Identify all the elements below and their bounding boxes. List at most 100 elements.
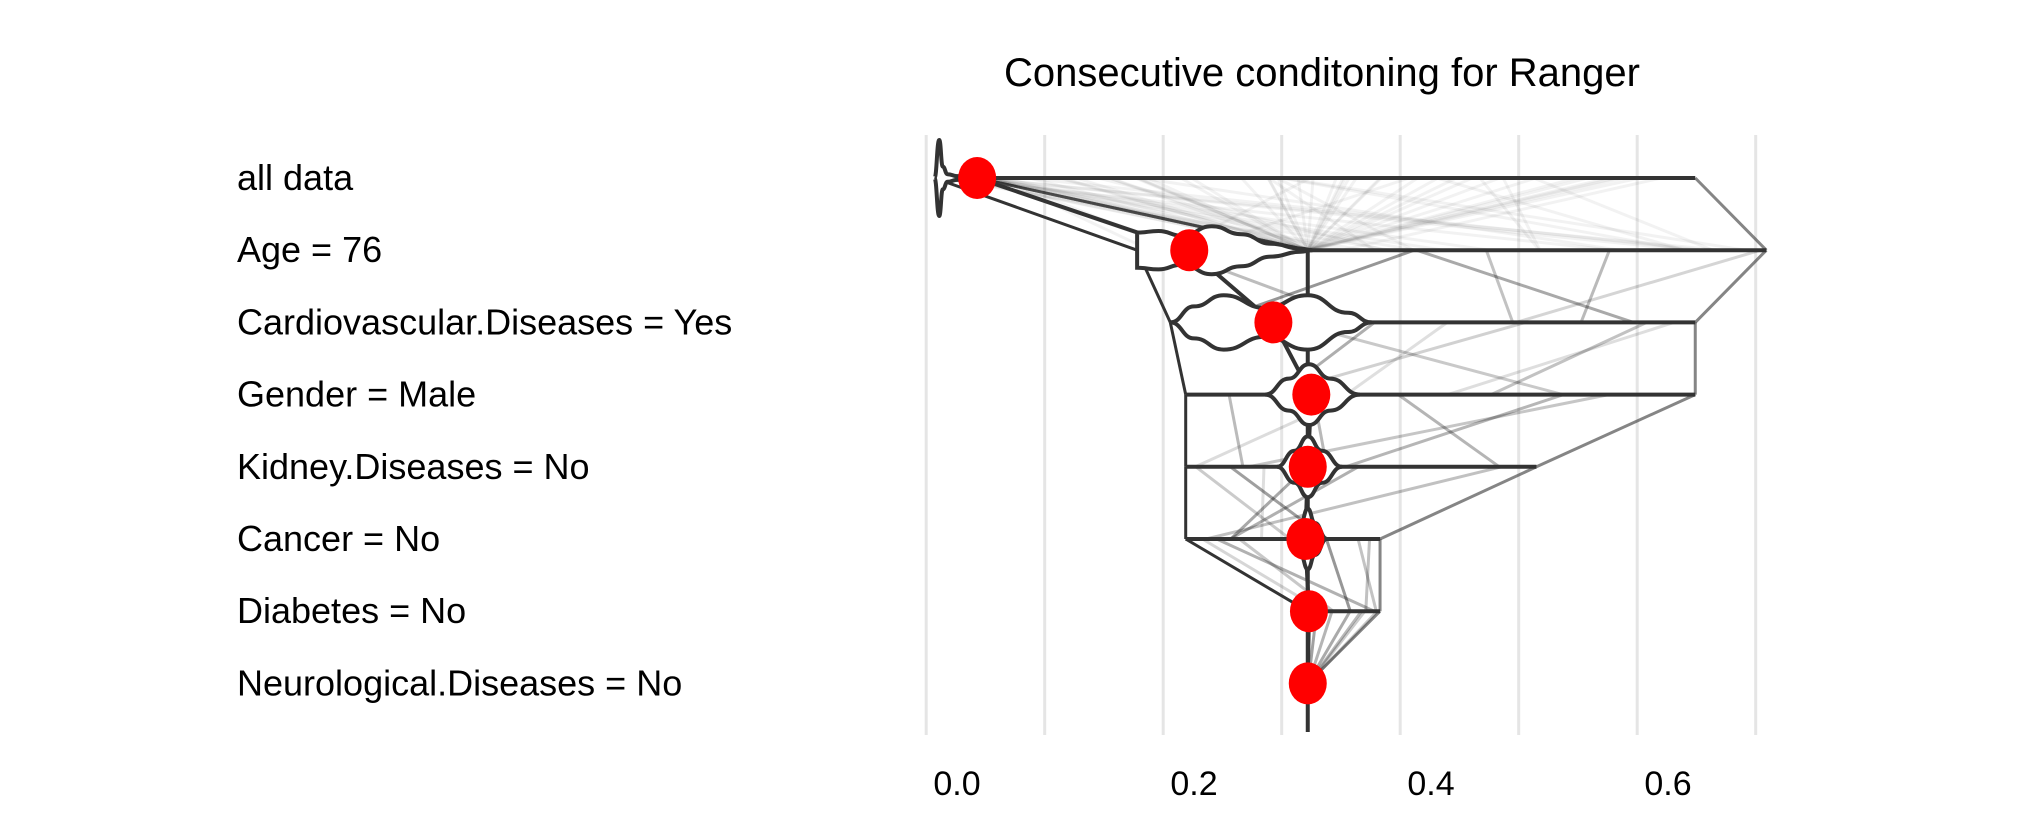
observation-path — [1216, 537, 1375, 613]
row-label: Gender = Male — [237, 374, 476, 415]
observation-path — [1029, 176, 1309, 252]
x-tick-label: 0.4 — [1407, 765, 1454, 803]
connector-min — [1168, 322, 1188, 395]
row-label: Age = 76 — [237, 229, 382, 270]
prediction-point — [1286, 518, 1325, 560]
observation-path — [1306, 177, 1347, 251]
x-tick-label: 0.0 — [933, 765, 980, 803]
observation-path — [1240, 176, 1309, 252]
prediction-point — [1254, 301, 1293, 344]
observation-path — [1306, 177, 1351, 251]
observation-path — [1075, 176, 1309, 252]
prediction-point — [1170, 229, 1209, 272]
observation-path — [1306, 176, 1382, 252]
row-label: Cardiovascular.Diseases = Yes — [237, 301, 732, 342]
observation-path — [1194, 465, 1291, 541]
observation-path — [1260, 466, 1266, 540]
connector-max — [1379, 465, 1538, 541]
connector-max — [1694, 249, 1768, 324]
observation-path — [1146, 176, 1309, 252]
observation-path — [1490, 321, 1648, 396]
row-connectors — [933, 176, 1768, 732]
observation-path — [1307, 176, 1457, 252]
observation-path — [1532, 176, 1714, 252]
observation-path — [1097, 176, 1386, 252]
observation-path — [1137, 176, 1309, 252]
observation-path — [1205, 465, 1502, 541]
observation-path — [1447, 320, 1675, 397]
observation-path — [1268, 176, 1376, 252]
observation-path — [1515, 248, 1761, 324]
observation-path — [1307, 176, 1577, 252]
observation-path — [1267, 177, 1310, 251]
row-label: all data — [237, 157, 354, 198]
observation-path — [1108, 176, 1309, 252]
observation-path — [976, 176, 1444, 252]
prediction-point — [1289, 590, 1328, 633]
observation-path — [1190, 176, 1309, 252]
observation-path — [1109, 176, 1324, 252]
observation-path — [1303, 176, 1617, 252]
observation-path — [1283, 176, 1746, 252]
connector-max — [1535, 393, 1696, 469]
x-axis-ticks: 0.0 0.2 0.4 0.6 — [933, 765, 1691, 803]
observation-path — [1307, 176, 1537, 252]
observation-path — [1307, 176, 1640, 252]
observation-path — [940, 176, 1614, 252]
connector-min — [1184, 537, 1309, 613]
observation-path — [1306, 176, 1383, 252]
x-tick-label: 0.2 — [1170, 765, 1217, 803]
observation-path — [1307, 176, 1609, 252]
observation-path — [1307, 176, 1474, 252]
observation-path — [1276, 177, 1310, 251]
observation-path — [1484, 249, 1515, 323]
observation-path — [976, 176, 1391, 252]
observation-path — [1324, 538, 1352, 612]
observation-path — [976, 176, 1346, 252]
observation-path — [1306, 177, 1338, 251]
prediction-point — [958, 157, 997, 199]
observation-path — [1227, 394, 1245, 468]
observation-path — [1356, 538, 1378, 612]
connector-max — [1694, 176, 1768, 252]
prediction-point — [1288, 662, 1327, 705]
observation-path — [1059, 176, 1309, 252]
grid-lines — [924, 135, 1758, 735]
observation-path — [1229, 465, 1360, 541]
observation-path — [1307, 176, 1625, 252]
observation-path — [1139, 176, 1620, 252]
observation-path — [1025, 176, 1703, 252]
observation-path — [1307, 176, 1439, 252]
observation-path — [1345, 321, 1449, 396]
observation-path — [1306, 177, 1358, 252]
observation-path — [1501, 177, 1542, 251]
observation-path — [1416, 248, 1635, 324]
observation-path — [1579, 249, 1611, 323]
observation-path — [976, 176, 1721, 252]
chart-title: Consecutive conditoning for Ranger — [1004, 51, 1640, 95]
observation-path — [1436, 176, 1685, 252]
y-axis-labels: all data Age = 76 Cardiovascular.Diseases … — [237, 157, 732, 703]
observation-path — [1397, 393, 1501, 469]
observation-path — [1266, 177, 1310, 251]
row-label: Cancer = No — [237, 518, 440, 559]
observation-path — [1062, 176, 1309, 252]
row-label: Diabetes = No — [237, 590, 466, 631]
observation-path — [1341, 176, 1662, 252]
observation-path — [1134, 176, 1309, 252]
observation-path — [976, 176, 1491, 252]
prediction-point — [1292, 373, 1331, 416]
observation-path — [1306, 177, 1345, 251]
x-tick-label: 0.6 — [1644, 765, 1691, 803]
row-label: Kidney.Diseases = No — [237, 446, 590, 487]
observation-path — [1276, 176, 1415, 252]
observation-path — [1478, 177, 1541, 252]
observation-path — [1179, 176, 1309, 252]
observation-path — [1136, 176, 1309, 252]
observation-path — [1281, 176, 1687, 252]
observation-path — [1307, 176, 1501, 252]
observation-path — [1364, 538, 1372, 612]
observation-path — [1306, 176, 1419, 252]
prediction-point — [1288, 445, 1327, 488]
